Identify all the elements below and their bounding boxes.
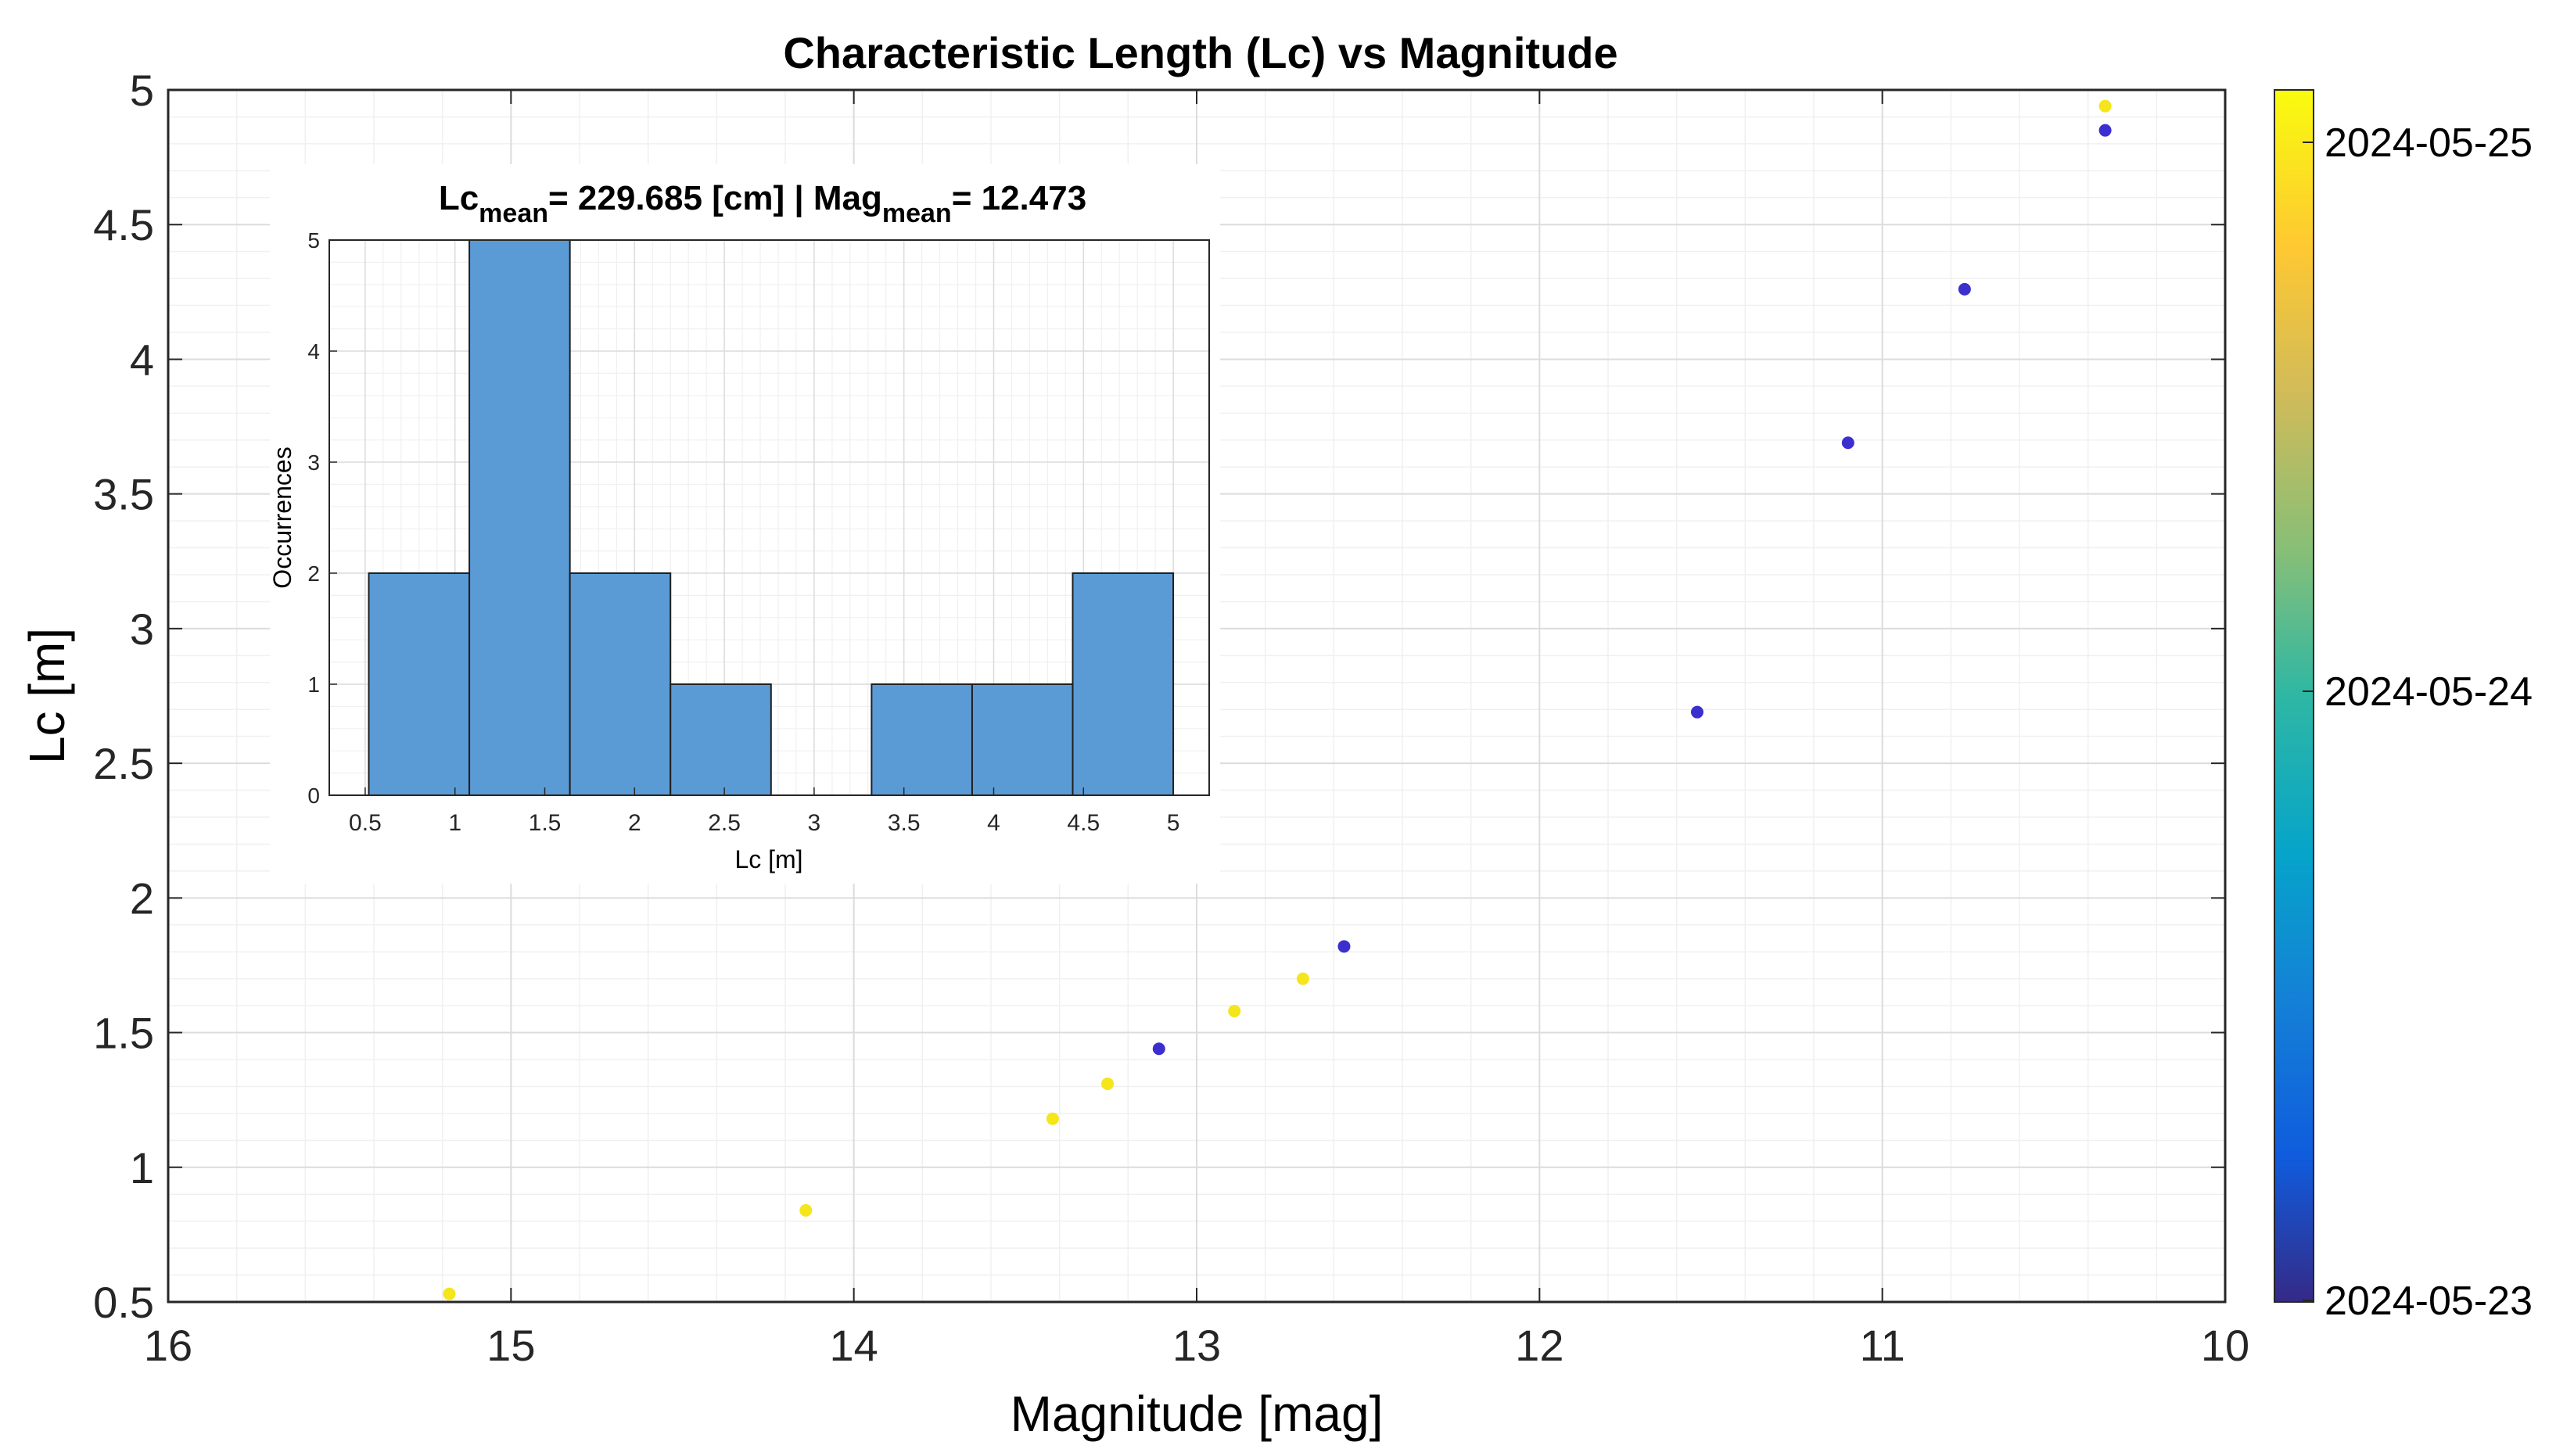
colorbar: 2024-05-25 2024-05-24 2024-05-23 [2274, 89, 2533, 1324]
scatter-point [799, 1203, 813, 1217]
y-tick-label: 3.5 [93, 470, 154, 519]
inset-y-tick-label: 5 [307, 228, 320, 253]
x-tick-label: 16 [144, 1321, 192, 1370]
y-tick-label: 1.5 [93, 1009, 154, 1058]
inset-x-tick-label: 5 [1167, 810, 1180, 836]
histogram-bar [569, 572, 672, 796]
colorbar-gradient [2274, 89, 2314, 1303]
histogram-bar [971, 683, 1074, 796]
colorbar-label-2024-05-25: 2024-05-25 [2324, 120, 2533, 166]
colorbar-label-2024-05-24: 2024-05-24 [2324, 669, 2533, 715]
inset-x-tick-label: 2 [628, 810, 641, 836]
inset-title-mag-value: = 12.473 [952, 179, 1087, 217]
inset-plot-frame [328, 239, 1210, 796]
inset-x-tick-label: 0.5 [349, 810, 382, 836]
inset-y-tick-label: 0 [307, 784, 320, 808]
scatter-point [1690, 705, 1703, 719]
y-tick-label: 2.5 [93, 739, 154, 788]
inset-y-tick-label: 4 [307, 339, 320, 364]
y-tick-label: 1 [130, 1143, 154, 1192]
histogram-bar [670, 683, 772, 796]
y-tick-label: 2 [130, 873, 154, 923]
inset-bars [368, 239, 1175, 796]
histogram-bar [468, 239, 571, 796]
main-scatter-points [443, 99, 2112, 1300]
y-tick-label: 0.5 [93, 1278, 154, 1327]
inset-title-lc: Lc [439, 179, 479, 217]
inset-y-tick-label: 3 [307, 450, 320, 475]
y-tick-label: 5 [130, 66, 154, 115]
inset-title-mag-sub: mean [882, 199, 952, 228]
main-y-axis-label: Lc [m] [19, 628, 75, 764]
main-x-axis-label: Magnitude [mag] [1011, 1386, 1384, 1442]
scatter-point [1152, 1042, 1165, 1056]
inset-title-lc-value: = 229.685 [cm] | Mag [548, 179, 882, 218]
inset-histogram: Lcmean= 229.685 [cm] | Magmean= 12.473 0… [268, 164, 1220, 884]
x-tick-label: 15 [486, 1321, 535, 1370]
main-plot-frame [167, 88, 2227, 1304]
x-tick-label: 14 [830, 1321, 878, 1370]
scatter-point [1046, 1112, 1059, 1125]
inset-x-tick-label: 1.5 [529, 810, 562, 836]
inset-x-tick-label: 3 [808, 810, 821, 836]
scatter-point [1841, 436, 1854, 450]
scatter-point [1101, 1078, 1115, 1090]
y-tick-label: 4 [130, 335, 154, 384]
y-tick-label: 3 [130, 604, 154, 654]
x-tick-label: 11 [1860, 1321, 1905, 1370]
histogram-bar [1072, 572, 1175, 796]
x-tick-label: 13 [1172, 1321, 1221, 1370]
inset-x-tick-label: 2.5 [708, 810, 741, 836]
x-tick-label: 10 [2201, 1321, 2249, 1370]
chart-title: Characteristic Length (Lc) vs Magnitude [783, 28, 1617, 77]
inset-title-lc-sub: mean [479, 199, 548, 228]
scatter-point [1337, 940, 1351, 953]
scatter-point [2098, 124, 2112, 137]
scatter-point [1296, 972, 1309, 985]
inset-x-tick-label: 1 [448, 810, 461, 836]
y-tick-label: 4.5 [93, 200, 154, 249]
scatter-point [1228, 1005, 1241, 1017]
colorbar-label-2024-05-23: 2024-05-23 [2324, 1278, 2533, 1324]
histogram-bar [871, 683, 973, 796]
scatter-point [443, 1287, 456, 1300]
inset-x-axis-label: Lc [m] [734, 845, 802, 873]
scatter-point [1958, 282, 1971, 296]
histogram-bar [368, 572, 471, 796]
inset-y-axis-label: Occurrences [268, 446, 296, 588]
inset-y-tick-label: 2 [307, 561, 320, 586]
inset-x-tick-label: 3.5 [888, 810, 921, 836]
scatter-point [2098, 99, 2112, 113]
inset-y-tick-label: 1 [307, 672, 320, 697]
inset-axis-ticks: 0.5 1 1.5 2 2.5 3 3.5 4 4.5 5 0 1 2 3 4 5 [307, 228, 1179, 836]
inset-x-tick-label: 4.5 [1067, 810, 1100, 836]
inset-title: Lcmean= 229.685 [cm] | Magmean= 12.473 [439, 179, 1086, 228]
inset-x-tick-label: 4 [987, 810, 1000, 836]
x-tick-label: 12 [1515, 1321, 1563, 1370]
